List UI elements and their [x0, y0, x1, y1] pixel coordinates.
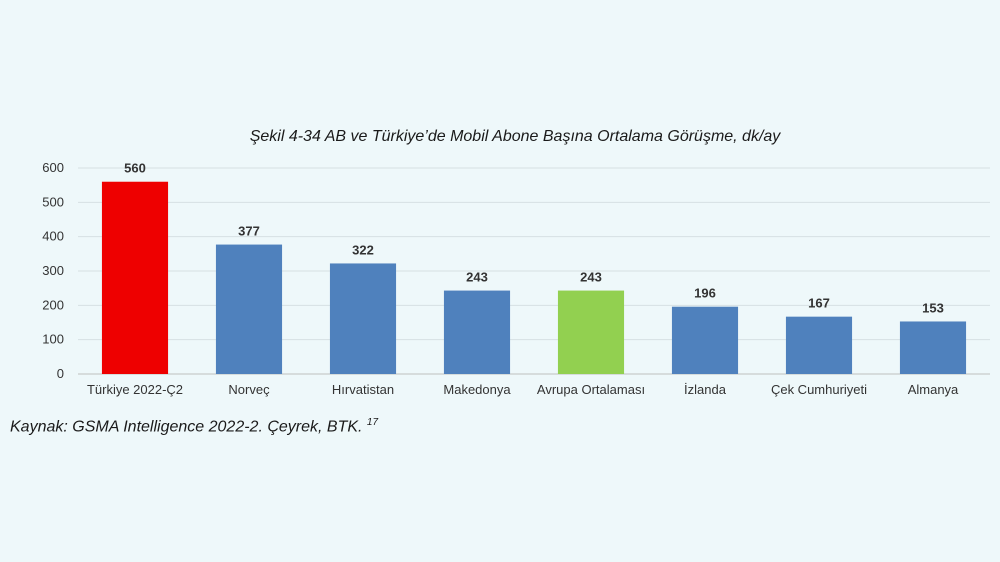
- source-text: Kaynak: GSMA Intelligence 2022-2. Çeyrek…: [10, 418, 363, 436]
- source-note: Kaynak: GSMA Intelligence 2022-2. Çeyrek…: [10, 417, 378, 436]
- footnote-marker: 17: [366, 417, 379, 428]
- x-tick-label: Hırvatistan: [332, 382, 394, 397]
- data-label: 153: [922, 300, 944, 315]
- y-tick-label: 200: [42, 297, 64, 312]
- y-tick-label: 600: [42, 160, 64, 175]
- y-tick-label: 0: [57, 366, 64, 381]
- x-tick-label: Almanya: [908, 382, 959, 397]
- data-label: 377: [238, 224, 260, 239]
- y-tick-label: 100: [42, 332, 64, 347]
- x-tick-label: Çek Cumhuriyeti: [771, 382, 867, 397]
- bar: [785, 316, 853, 374]
- x-tick-label: Türkiye 2022-Ç2: [87, 382, 183, 397]
- bar: [899, 321, 967, 374]
- data-label: 243: [580, 270, 602, 285]
- bar: [671, 306, 739, 374]
- bar: [443, 290, 511, 374]
- bar: [215, 244, 283, 374]
- chart-title: Şekil 4-34 AB ve Türkiye’de Mobil Abone …: [249, 128, 781, 145]
- data-label: 196: [694, 286, 716, 301]
- x-tick-label: Avrupa Ortalaması: [537, 382, 645, 397]
- data-label: 322: [352, 242, 374, 257]
- x-tick-label: İzlanda: [684, 382, 727, 397]
- bar: [101, 181, 169, 374]
- y-tick-label: 400: [42, 229, 64, 244]
- data-label: 560: [124, 161, 146, 176]
- x-tick-label: Norveç: [228, 382, 270, 397]
- data-label: 243: [466, 270, 488, 285]
- y-tick-label: 300: [42, 263, 64, 278]
- x-tick-label: Makedonya: [443, 382, 511, 397]
- data-label: 167: [808, 296, 830, 311]
- y-tick-label: 500: [42, 194, 64, 209]
- bar: [557, 290, 625, 374]
- bar: [329, 263, 397, 374]
